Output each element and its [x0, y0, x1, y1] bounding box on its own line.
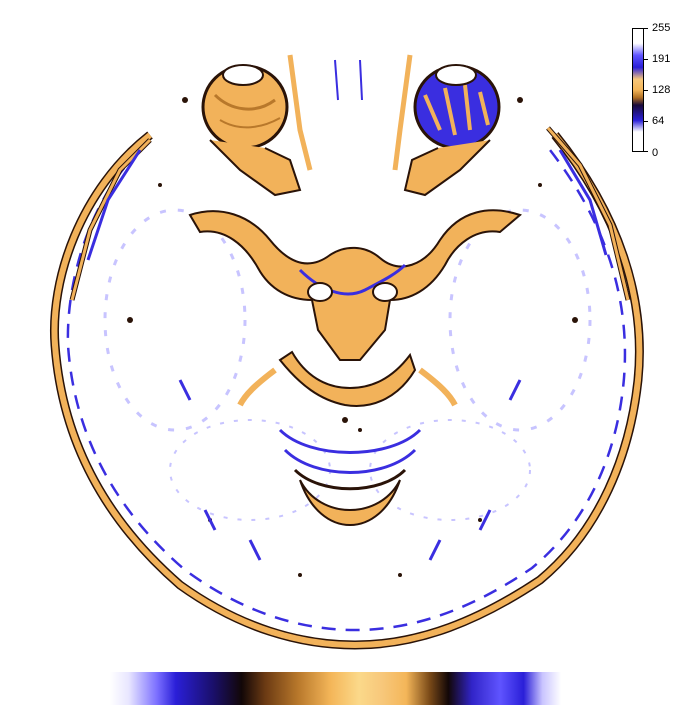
legend-tick-mark [644, 90, 648, 91]
legend-tick-mark [644, 59, 648, 60]
legend-tick-label: 128 [652, 84, 671, 96]
optic-region [209, 54, 491, 197]
legend-color-bar [632, 28, 644, 152]
left-eye [201, 64, 289, 150]
legend-tick-label: 64 [652, 115, 665, 127]
right-eye [413, 64, 501, 150]
skull-base [188, 209, 523, 361]
intensity-legend: 255 191 128 64 0 [632, 22, 692, 162]
posterior-fossa [278, 428, 422, 527]
legend-tick-mark [644, 28, 648, 29]
legend-tick-mark [644, 151, 648, 152]
legend-tick-label: 0 [652, 147, 659, 159]
legend-tick-label: 255 [652, 22, 671, 34]
vessel-speckles [127, 97, 578, 577]
left-temporal-bone [69, 138, 152, 301]
legend-tick-label: 191 [652, 53, 671, 65]
legend-tick-mark [644, 121, 648, 122]
petrous-ridges [237, 350, 458, 407]
colormap-strip [110, 672, 580, 705]
right-temporal-bone [546, 126, 631, 301]
skull-outline [49, 131, 644, 650]
blue-streaks [178, 379, 522, 561]
